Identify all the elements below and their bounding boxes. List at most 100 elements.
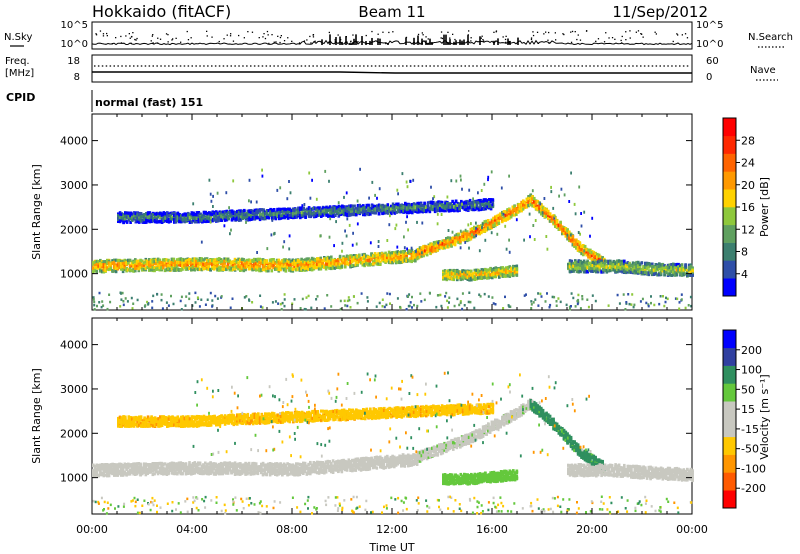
pixel-cell: [218, 257, 221, 261]
pixel-cell: [148, 267, 151, 271]
pixel-cell: [373, 258, 377, 262]
pixel-cell: [630, 267, 633, 271]
nsearch-dot: [684, 33, 687, 35]
pixel-cell: [656, 264, 659, 268]
nsearch-dot: [352, 42, 354, 44]
pixel-cell: [403, 259, 407, 263]
pixel-cell: [310, 256, 314, 260]
pixel-cell: [677, 262, 680, 267]
pixel-cell: [205, 267, 209, 271]
pixel-cell: [596, 270, 600, 274]
nsearch-dot: [306, 39, 308, 41]
pixel-cell: [113, 269, 116, 273]
pixel-cell: [333, 261, 337, 265]
pixel-cell: [237, 264, 240, 269]
nsearch-dot: [441, 37, 444, 40]
pixel-cell: [129, 213, 132, 218]
pixel-cell: [633, 269, 637, 273]
pixel-cell: [375, 257, 379, 261]
nsearch-dot: [417, 33, 420, 36]
pixel-cell: [675, 268, 679, 272]
pixel-cell: [333, 266, 337, 270]
pixel-cell: [122, 216, 125, 220]
nsearch-dot: [576, 38, 578, 41]
pixel-cell: [165, 268, 169, 272]
pixel-cell: [412, 252, 415, 257]
pixel-cell: [577, 259, 581, 263]
pixel-cell: [107, 264, 111, 268]
nsearch-dot: [440, 31, 443, 33]
pixel-cell: [591, 269, 595, 273]
pixel-cell: [319, 265, 323, 269]
pixel-cell: [616, 267, 619, 271]
nsearch-dot: [548, 42, 550, 44]
pixel-cell: [591, 266, 595, 270]
pixel-cell: [284, 264, 288, 268]
pixel-cell: [181, 218, 185, 222]
pixel-cell: [619, 267, 623, 271]
nave-tick-bottom: 0: [706, 72, 712, 83]
pixel-cell: [156, 259, 160, 263]
pixel-cell: [518, 207, 522, 211]
pixel-cell: [516, 207, 520, 211]
pixel-cell: [394, 256, 398, 260]
pixel-cell: [131, 215, 134, 219]
pixel-cell: [485, 273, 489, 277]
pixel-cell: [134, 219, 138, 223]
nsearch-dot: [102, 33, 105, 35]
pixel-cell: [642, 265, 645, 269]
pixel-cell: [543, 209, 547, 213]
pixel-cell: [647, 269, 651, 273]
pixel-cell: [598, 268, 602, 272]
pixel-cell: [130, 264, 134, 268]
pixel-cell: [267, 215, 271, 219]
pixel-cell: [321, 211, 325, 215]
pixel-cell: [454, 272, 457, 276]
nsearch-dot: [171, 39, 173, 41]
pixel-cell: [637, 264, 640, 268]
pixel-cell: [585, 250, 589, 254]
pixel-cell: [617, 263, 621, 267]
pixel-cell: [223, 218, 227, 222]
nsearch-dot: [530, 38, 533, 40]
pixel-cell: [438, 240, 441, 244]
pixel-cell: [151, 260, 155, 264]
pixel-cell: [658, 262, 661, 266]
pixel-cell: [244, 265, 247, 269]
nsearch-dot: [563, 33, 565, 36]
pixel-cell: [232, 211, 236, 216]
pixel-cell: [261, 258, 265, 262]
pixel-cell: [156, 267, 160, 271]
pixel-cell: [258, 209, 262, 213]
pixel-cell: [429, 248, 432, 252]
pixel-cell: [127, 211, 131, 215]
pixel-cell: [307, 265, 310, 269]
pixel-cell: [475, 277, 478, 281]
pixel-cell: [504, 213, 508, 217]
pixel-cell: [193, 260, 197, 264]
pixel-cell: [296, 263, 300, 268]
pixel-cell: [573, 244, 576, 248]
pixel-cell: [139, 212, 143, 216]
pixel-cell: [190, 261, 193, 265]
pixel-cell: [202, 262, 205, 266]
pixel-cell: [271, 213, 274, 217]
pixel-cell: [442, 277, 445, 281]
pixel-cell: [127, 215, 131, 219]
pixel-cell: [446, 236, 450, 240]
pixel-cell: [143, 213, 146, 217]
pixel-cell: [188, 261, 191, 265]
pixel-cell: [265, 269, 268, 273]
pixel-cell: [200, 264, 204, 268]
pixel-cell: [239, 212, 243, 216]
pixel-cell: [167, 262, 170, 266]
nsearch-dot: [334, 39, 336, 41]
nsearch-dot: [611, 37, 614, 39]
pixel-cell: [603, 261, 607, 265]
pixel-cell: [205, 257, 209, 261]
pixel-cell: [480, 274, 484, 278]
pixel-cell: [503, 267, 506, 271]
nsearch-dot: [152, 34, 154, 36]
pixel-cell: [568, 270, 572, 274]
pixel-cell: [142, 263, 146, 267]
